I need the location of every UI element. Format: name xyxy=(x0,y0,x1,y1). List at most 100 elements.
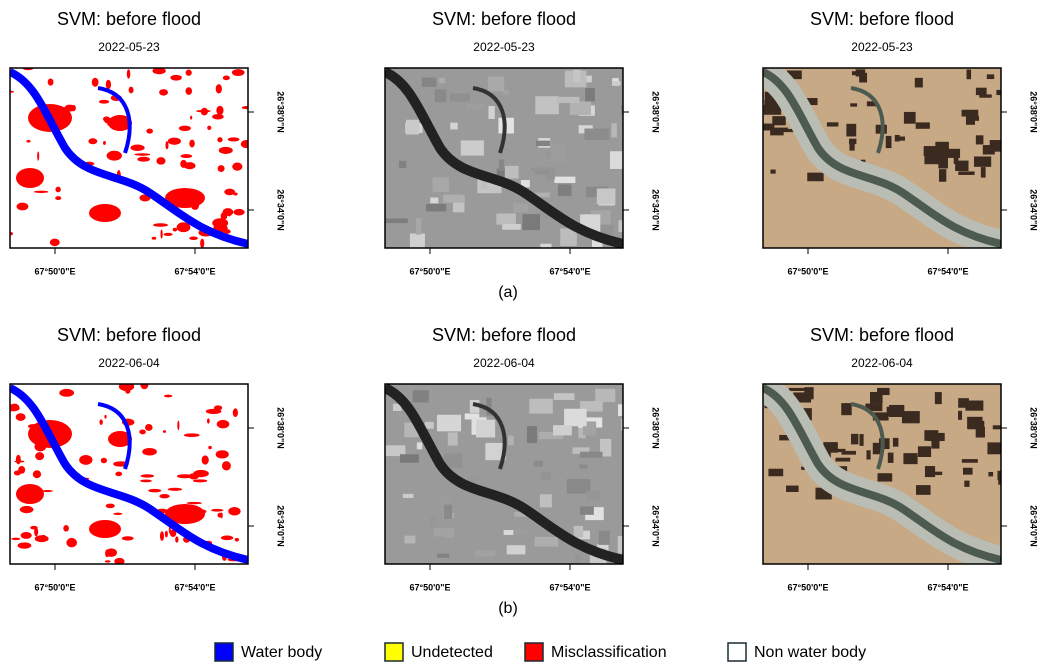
misclass-patch xyxy=(196,109,211,113)
misclass-patch xyxy=(55,186,61,193)
texture xyxy=(481,181,488,190)
field xyxy=(835,457,851,462)
misclass-patch xyxy=(232,408,238,417)
river xyxy=(850,402,885,470)
map xyxy=(9,67,249,249)
field xyxy=(997,470,1001,481)
field xyxy=(931,439,940,449)
misclass-patch xyxy=(190,115,193,120)
misclass-patch xyxy=(114,557,125,564)
field xyxy=(859,434,864,446)
misclass-patch xyxy=(170,74,182,81)
river xyxy=(763,384,1001,564)
field xyxy=(786,485,799,493)
panel-title: SVM: before flood xyxy=(57,325,201,345)
map xyxy=(762,67,1002,249)
misclass-patch xyxy=(227,137,240,142)
y-tick-label: 26°34'0"N xyxy=(1029,189,1039,231)
x-tick-label: 67°50'0"E xyxy=(787,582,828,592)
texture xyxy=(541,472,551,480)
misclass-patch xyxy=(183,162,196,170)
panel: SVM: before flood 2022-05-23 67°50'0"E 67°5… xyxy=(762,9,1039,276)
misclass-patch xyxy=(218,146,233,154)
misclass-patch xyxy=(159,493,170,499)
texture xyxy=(534,536,559,547)
panel-date: 2022-06-04 xyxy=(98,356,160,370)
row-caption: (a) xyxy=(498,284,518,301)
misclass-patch xyxy=(10,90,15,93)
texture xyxy=(527,171,546,184)
texture xyxy=(520,180,530,188)
x-tick-label: 67°54'0"E xyxy=(927,266,968,276)
x-tick-label: 67°54'0"E xyxy=(174,582,215,592)
panel-title: SVM: before flood xyxy=(432,9,576,29)
misclass-patch xyxy=(11,537,21,541)
field xyxy=(866,101,877,107)
misclass-patch xyxy=(91,77,99,87)
field xyxy=(901,411,920,424)
misclass-patch xyxy=(220,212,228,220)
field xyxy=(872,412,889,421)
texture xyxy=(437,553,450,558)
texture xyxy=(534,170,549,175)
field xyxy=(975,426,985,438)
legend-label: Non water body xyxy=(754,644,866,661)
field xyxy=(958,171,975,175)
misclass-patch xyxy=(106,150,122,161)
misclass-patch xyxy=(33,190,49,193)
river xyxy=(472,402,507,470)
misclass-patch xyxy=(224,188,236,196)
texture xyxy=(438,77,445,84)
texture xyxy=(526,426,538,444)
map-frame xyxy=(9,67,249,249)
map-frame xyxy=(384,67,624,249)
panel-date: 2022-06-04 xyxy=(473,356,535,370)
panel-title: SVM: before flood xyxy=(810,325,954,345)
y-tick-label: 26°38'0"N xyxy=(651,91,661,133)
texture xyxy=(432,177,450,192)
field xyxy=(894,134,900,142)
misclass-patch xyxy=(193,469,209,478)
misclass-patch xyxy=(105,79,112,90)
texture xyxy=(430,197,439,204)
misclass-patch xyxy=(220,535,234,541)
texture xyxy=(429,515,438,527)
panel: SVM: before flood 2022-06-04 67°50'0"E 67°5… xyxy=(762,325,1039,592)
map-bg xyxy=(10,68,248,248)
texture xyxy=(467,477,478,483)
misclass-patch xyxy=(108,115,132,131)
field xyxy=(768,468,784,477)
misclass-patch xyxy=(185,87,193,95)
texture xyxy=(434,89,447,103)
texture xyxy=(486,397,492,416)
texture xyxy=(485,442,506,461)
field xyxy=(779,434,797,441)
legend-swatch xyxy=(214,642,234,662)
field xyxy=(770,130,784,136)
misclass-patch xyxy=(14,460,25,463)
misclass-patch xyxy=(17,542,32,549)
field xyxy=(782,128,800,133)
texture xyxy=(553,393,575,400)
texture xyxy=(454,81,467,92)
x-tick-label: 67°50'0"E xyxy=(34,266,75,276)
misclass-patch xyxy=(121,536,134,541)
texture xyxy=(506,545,526,555)
misclass-patch xyxy=(10,231,14,236)
field xyxy=(763,105,782,115)
misclass-patch xyxy=(167,487,183,491)
texture xyxy=(595,388,616,403)
field xyxy=(955,160,969,172)
panel-title: SVM: before flood xyxy=(432,325,576,345)
misclass-patch xyxy=(63,524,69,532)
texture xyxy=(611,123,617,138)
field xyxy=(916,485,931,495)
water xyxy=(10,68,248,248)
misclass-patch xyxy=(140,384,149,390)
misclass-patch xyxy=(176,474,193,479)
panel-title: SVM: before flood xyxy=(810,9,954,29)
texture xyxy=(467,104,485,110)
misclass-patch xyxy=(159,89,169,96)
map-frame xyxy=(384,383,624,565)
field xyxy=(764,100,780,109)
